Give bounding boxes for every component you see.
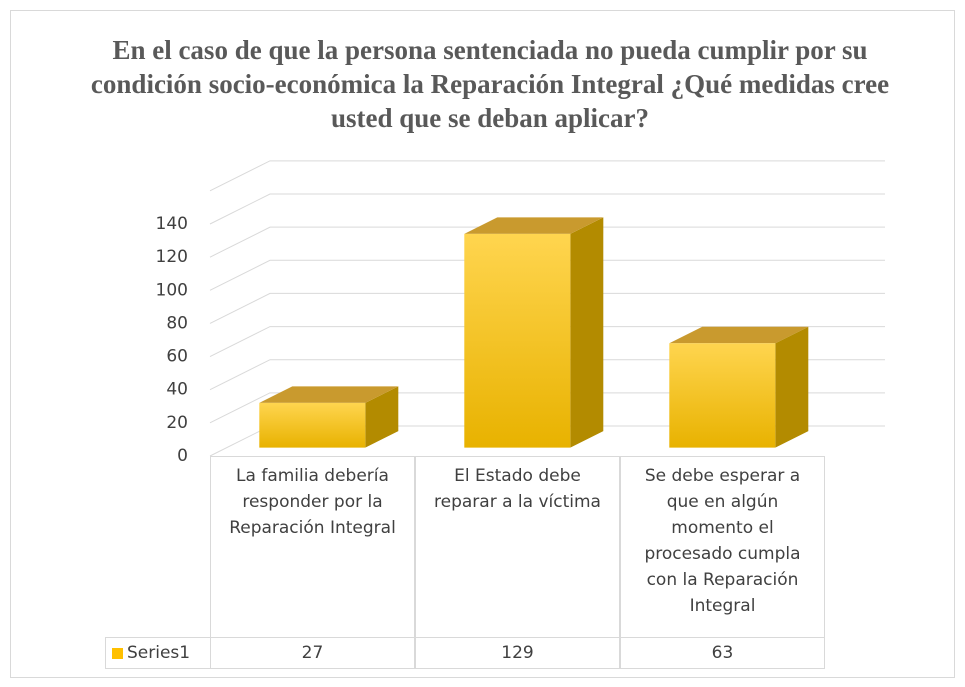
legend-label: Series1 — [127, 643, 191, 663]
y-tick-label: 120 — [156, 247, 188, 267]
data-table-value: 63 — [620, 637, 825, 669]
bar-front — [464, 233, 571, 448]
bar-front — [669, 343, 776, 448]
grid-line — [209, 226, 885, 258]
y-tick-label: 80 — [166, 313, 188, 333]
grid-line — [209, 292, 885, 324]
grid-line — [209, 259, 885, 291]
legend-key — [112, 647, 123, 659]
data-table-value: 27 — [210, 637, 415, 669]
y-tick-label: 60 — [166, 347, 188, 367]
legend-entry: Series1 — [105, 637, 211, 669]
y-tick-label: 0 — [177, 446, 188, 466]
y-tick-label: 140 — [156, 214, 188, 234]
grid-line — [209, 160, 885, 192]
bar-top — [669, 326, 809, 344]
bar-front — [259, 402, 366, 448]
bar-side — [570, 217, 604, 448]
bar — [259, 386, 399, 448]
x-tick-label: El Estado debe reparar a la víctima — [415, 456, 620, 638]
grid-line — [209, 193, 885, 225]
bar — [669, 326, 809, 448]
x-tick-label: La familia debería responder por la Repa… — [210, 456, 415, 638]
x-tick-label: Se debe esperar a que en algún momento e… — [620, 456, 825, 638]
y-tick-label: 20 — [166, 413, 188, 433]
bar — [464, 217, 604, 448]
y-tick-label: 100 — [156, 280, 188, 300]
grid-line — [209, 326, 885, 358]
chart-title: En el caso de que la persona sentenciada… — [90, 35, 890, 133]
bar-top — [464, 217, 604, 234]
bar-top — [259, 386, 399, 403]
data-table-value: 129 — [415, 637, 620, 669]
bar-side — [365, 386, 399, 448]
bar-side — [775, 326, 809, 448]
y-tick-label: 40 — [166, 380, 188, 400]
